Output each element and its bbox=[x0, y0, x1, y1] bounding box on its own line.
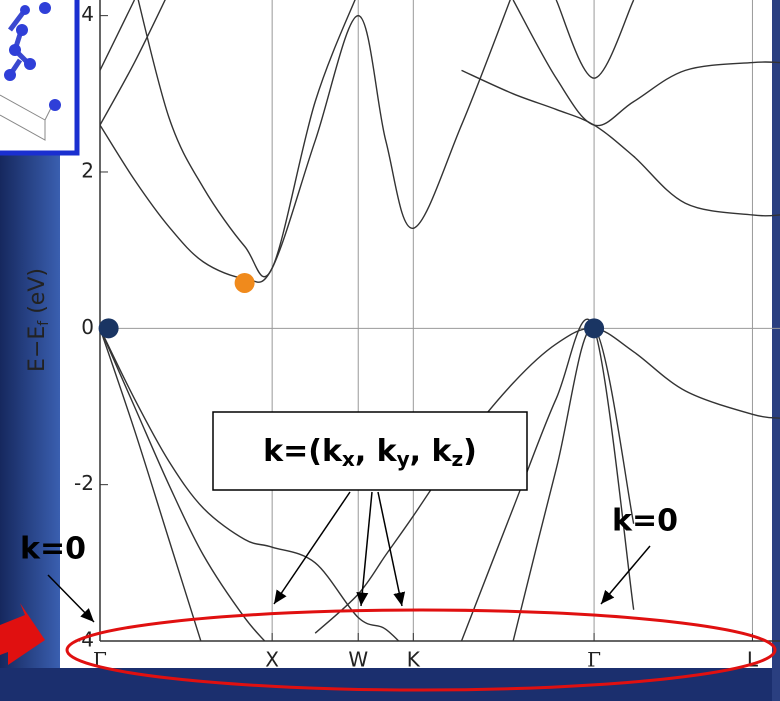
ann-part: , k bbox=[355, 434, 398, 469]
x-tick-label: W bbox=[348, 648, 368, 672]
ann-sub: z bbox=[451, 447, 463, 471]
x-tick-label: X bbox=[265, 648, 279, 672]
x-tick-label: L bbox=[747, 648, 759, 672]
annotation: k=0 bbox=[612, 504, 678, 539]
slide-border bbox=[0, 668, 780, 701]
highlight-point bbox=[235, 273, 255, 293]
chart: ΓXWKΓL-4-2024 E−Ef (eV) k=(kx, ky, kz) k… bbox=[0, 0, 780, 701]
annotation: k=(kx, ky, kz) bbox=[263, 434, 477, 471]
ann-part: ) bbox=[463, 434, 477, 469]
y-tick-label: 4 bbox=[81, 2, 94, 26]
annotation: k=0 bbox=[20, 532, 86, 567]
plot-background bbox=[60, 0, 772, 668]
y-axis-label: E−Ef (eV) bbox=[25, 268, 52, 372]
ann-sub: y bbox=[397, 447, 410, 471]
page: {"chart_data": { "type": "line", "y_labe… bbox=[0, 0, 780, 701]
slide-border bbox=[772, 0, 780, 701]
y-tick-label: 0 bbox=[81, 315, 94, 339]
x-tick-label: Γ bbox=[587, 648, 601, 672]
highlight-point bbox=[584, 318, 604, 338]
inset-structure bbox=[0, 0, 77, 153]
y-tick-label: -2 bbox=[74, 471, 94, 495]
ann-part: k=(k bbox=[263, 434, 343, 469]
ann-part: , k bbox=[410, 434, 453, 469]
y-label-part: (eV) bbox=[25, 268, 50, 321]
y-tick-label: 2 bbox=[81, 158, 94, 182]
y-label-part: E−E bbox=[25, 326, 50, 372]
ann-sub: x bbox=[342, 447, 355, 471]
x-tick-label: K bbox=[407, 648, 421, 672]
highlight-point bbox=[99, 318, 119, 338]
